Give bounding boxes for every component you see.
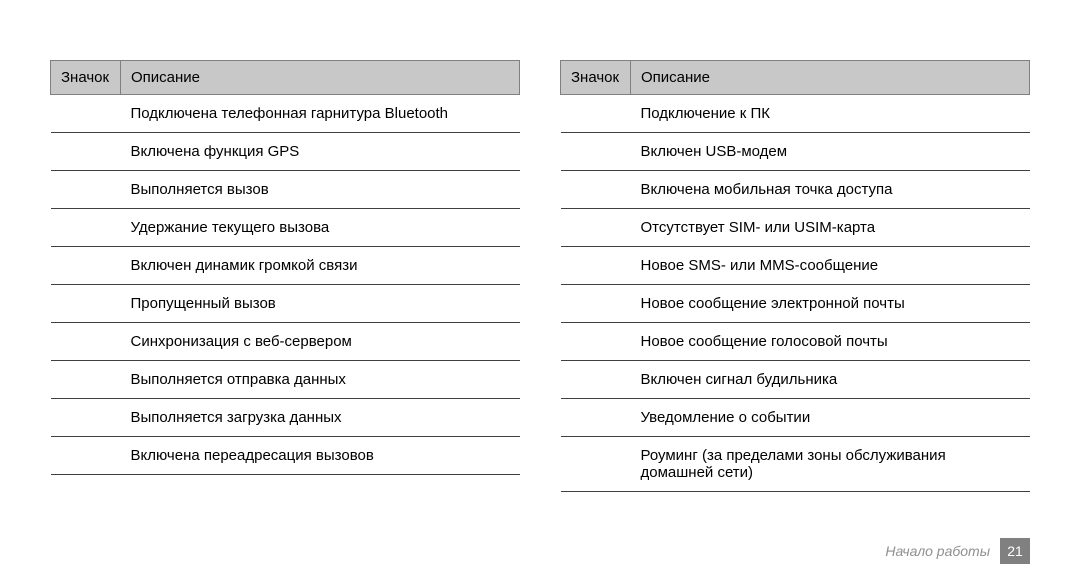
icon-cell	[561, 361, 631, 399]
desc-cell: Выполняется отправка данных	[121, 361, 520, 399]
table-row: Новое сообщение электронной почты	[561, 285, 1030, 323]
table-row: Отсутствует SIM- или USIM-карта	[561, 209, 1030, 247]
icon-cell	[51, 437, 121, 475]
left-header-icon: Значок	[51, 61, 121, 95]
icon-cell	[51, 133, 121, 171]
icon-cell	[561, 247, 631, 285]
table-row: Выполняется вызов	[51, 171, 520, 209]
table-row: Удержание текущего вызова	[51, 209, 520, 247]
icon-cell	[51, 323, 121, 361]
right-table: Значок Описание Подключение к ПК Включен…	[560, 60, 1030, 492]
table-row: Выполняется загрузка данных	[51, 399, 520, 437]
desc-cell: Выполняется вызов	[121, 171, 520, 209]
table-row: Подключение к ПК	[561, 95, 1030, 133]
desc-cell: Подключена телефонная гарнитура Bluetoot…	[121, 95, 520, 133]
desc-cell: Включен сигнал будильника	[631, 361, 1030, 399]
desc-cell: Новое SMS- или MMS-сообщение	[631, 247, 1030, 285]
desc-cell: Включена переадресация вызовов	[121, 437, 520, 475]
desc-cell: Новое сообщение электронной почты	[631, 285, 1030, 323]
table-row: Включен динамик громкой связи	[51, 247, 520, 285]
desc-cell: Включен динамик громкой связи	[121, 247, 520, 285]
right-column: Значок Описание Подключение к ПК Включен…	[560, 60, 1030, 586]
icon-cell	[51, 247, 121, 285]
icon-cell	[51, 209, 121, 247]
icon-cell	[51, 171, 121, 209]
table-row: Новое SMS- или MMS-сообщение	[561, 247, 1030, 285]
icon-cell	[561, 209, 631, 247]
page: Значок Описание Подключена телефонная га…	[0, 0, 1080, 586]
left-header-desc: Описание	[121, 61, 520, 95]
desc-cell: Уведомление о событии	[631, 399, 1030, 437]
desc-cell: Пропущенный вызов	[121, 285, 520, 323]
icon-cell	[561, 437, 631, 492]
table-row: Включена мобильная точка доступа	[561, 171, 1030, 209]
table-row: Включена функция GPS	[51, 133, 520, 171]
icon-cell	[51, 399, 121, 437]
desc-cell: Удержание текущего вызова	[121, 209, 520, 247]
desc-cell: Включен USB-модем	[631, 133, 1030, 171]
page-footer: Начало работы 21	[885, 538, 1030, 564]
right-header-icon: Значок	[561, 61, 631, 95]
desc-cell: Подключение к ПК	[631, 95, 1030, 133]
left-table: Значок Описание Подключена телефонная га…	[50, 60, 520, 475]
icon-cell	[561, 399, 631, 437]
icon-cell	[51, 95, 121, 133]
desc-cell: Включена мобильная точка доступа	[631, 171, 1030, 209]
table-row: Подключена телефонная гарнитура Bluetoot…	[51, 95, 520, 133]
desc-cell: Роуминг (за пределами зоны обслуживания …	[631, 437, 1030, 492]
right-header-desc: Описание	[631, 61, 1030, 95]
icon-cell	[51, 285, 121, 323]
icon-cell	[561, 95, 631, 133]
table-row: Пропущенный вызов	[51, 285, 520, 323]
table-row: Уведомление о событии	[561, 399, 1030, 437]
desc-cell: Выполняется загрузка данных	[121, 399, 520, 437]
icon-cell	[561, 133, 631, 171]
desc-cell: Отсутствует SIM- или USIM-карта	[631, 209, 1030, 247]
desc-cell: Новое сообщение голосовой почты	[631, 323, 1030, 361]
table-row: Включен сигнал будильника	[561, 361, 1030, 399]
desc-cell: Включена функция GPS	[121, 133, 520, 171]
icon-cell	[51, 361, 121, 399]
table-row: Синхронизация с веб-сервером	[51, 323, 520, 361]
icon-cell	[561, 285, 631, 323]
icon-cell	[561, 323, 631, 361]
icon-cell	[561, 171, 631, 209]
desc-cell: Синхронизация с веб-сервером	[121, 323, 520, 361]
table-row: Роуминг (за пределами зоны обслуживания …	[561, 437, 1030, 492]
table-row: Новое сообщение голосовой почты	[561, 323, 1030, 361]
table-row: Включена переадресация вызовов	[51, 437, 520, 475]
table-row: Выполняется отправка данных	[51, 361, 520, 399]
left-column: Значок Описание Подключена телефонная га…	[50, 60, 520, 586]
footer-section-text: Начало работы	[885, 543, 990, 559]
table-row: Включен USB-модем	[561, 133, 1030, 171]
footer-page-number: 21	[1000, 538, 1030, 564]
